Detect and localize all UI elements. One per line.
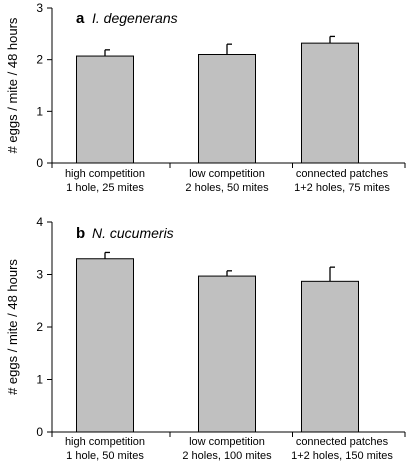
panel-b-category-label: 2 holes, 100 mites xyxy=(182,450,272,462)
panel-a-bar xyxy=(76,55,134,164)
panel-b-bar xyxy=(301,280,359,433)
panel-a-bar xyxy=(198,54,256,164)
panel-a-category-label: 1 hole, 25 mites xyxy=(66,182,144,194)
panel-b-y-axis-label: # eggs / mite / 48 hours xyxy=(5,259,20,395)
panel-a-bar xyxy=(301,42,359,164)
panel-b-bar xyxy=(76,258,134,433)
panel-b: 0 1 2 3 4 high competition 1 hole, 50 mites low… xyxy=(5,215,406,462)
panel-b-y-tick-label: 0 xyxy=(36,425,43,439)
panel-a-y-axis-label: # eggs / mite / 48 hours xyxy=(5,17,20,153)
panel-a: 0 1 2 3 high competition 1 hole, 25 mites low … xyxy=(5,1,406,194)
panel-b-y-tick-label: 3 xyxy=(36,268,43,282)
panel-b-category-label: 1+2 holes, 150 mites xyxy=(291,450,393,462)
panel-b-category-label: high competition xyxy=(65,436,145,448)
panel-b-category-label: 1 hole, 50 mites xyxy=(66,450,144,462)
panel-b-y-tick-label: 2 xyxy=(36,320,43,334)
panel-a-category-label: low competition xyxy=(189,168,265,180)
panel-b-title: N. cucumeris xyxy=(92,225,174,241)
panel-a-category-label: high competition xyxy=(65,168,145,180)
panel-b-category-label: low competition xyxy=(189,436,265,448)
panel-a-letter: a xyxy=(76,10,85,27)
panel-a-category-label: connected patches xyxy=(296,168,389,180)
panel-a-y-tick-label: 1 xyxy=(36,104,43,118)
panel-b-category-label: connected patches xyxy=(296,436,389,448)
panel-b-y-tick-label: 1 xyxy=(36,373,43,387)
panel-b-bar xyxy=(198,275,256,433)
panel-a-category-label: 1+2 holes, 75 mites xyxy=(294,182,390,194)
panel-b-letter: b xyxy=(76,225,85,242)
panel-a-y-tick-label: 3 xyxy=(36,1,43,15)
panel-a-category-label: 2 holes, 50 mites xyxy=(185,182,269,194)
panel-b-y-tick-label: 4 xyxy=(36,215,43,229)
panel-a-y-tick-label: 0 xyxy=(36,156,43,170)
panel-a-y-tick-label: 2 xyxy=(36,53,43,67)
panel-a-title: I. degenerans xyxy=(92,10,178,26)
